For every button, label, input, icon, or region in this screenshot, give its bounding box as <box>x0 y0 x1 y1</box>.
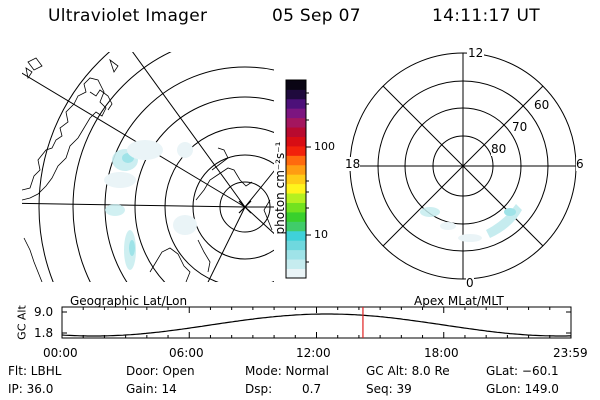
altitude-x-tick-1: 06:00 <box>169 346 204 360</box>
colorbar-cell <box>286 193 306 203</box>
ip-info: IP: 36.0 <box>8 382 54 396</box>
left-map-caption: Geographic Lat/Lon <box>70 294 188 308</box>
mlt-label-12: 12 <box>467 46 485 60</box>
mlat-label-70: 70 <box>512 120 528 134</box>
colorbar-cell <box>286 268 306 279</box>
altitude-x-ticks <box>61 307 572 338</box>
colorbar-cell <box>286 164 306 175</box>
altitude-y-bottom: 1.8 <box>34 326 54 340</box>
altitude-x-tick-4: 23:59 <box>553 346 588 360</box>
colorbar-cell <box>286 240 306 251</box>
dsp-label: Dsp: <box>245 382 273 396</box>
colorbar-tick-100: 100 <box>314 140 335 153</box>
filter-info: Flt: LBHL <box>8 364 62 378</box>
colorbar-cell <box>286 89 306 100</box>
mlt-diagonal-2 <box>382 85 544 247</box>
mlat-label-80: 80 <box>491 142 507 156</box>
colorbar-cell <box>286 108 306 119</box>
right-map-caption: Apex MLat/MLT <box>414 294 504 308</box>
instrument-title: Ultraviolet Imager <box>48 6 208 26</box>
seq-info: Seq: 39 <box>366 382 412 396</box>
colorbar-cell <box>286 80 306 90</box>
mode-info: Mode: Normal <box>245 364 329 378</box>
pole-marker <box>238 200 252 214</box>
colorbar-cell <box>286 183 306 194</box>
mlt-label-18: 18 <box>345 157 361 171</box>
door-info: Door: Open <box>126 364 195 378</box>
colorbar-cell <box>286 146 306 156</box>
colorbar-cell <box>286 155 306 166</box>
colorbar-cell <box>286 98 306 109</box>
mlt-label-0: 0 <box>466 276 474 290</box>
colorbar-cell <box>286 259 306 269</box>
colorbar-tick-10: 10 <box>314 228 328 241</box>
coastline <box>22 57 273 282</box>
colorbar-cell <box>286 202 306 213</box>
gain-info: Gain: 14 <box>126 382 177 396</box>
altitude-x-tick-0: 00:00 <box>43 346 78 360</box>
glon-info: GLon: 149.0 <box>486 382 559 396</box>
colorbar-cell <box>286 249 306 260</box>
altitude-x-tick-2: 12:00 <box>296 346 331 360</box>
aurora-emission-polar <box>420 204 522 242</box>
mlt-label-6: 6 <box>576 157 584 171</box>
colorbar-cell <box>286 212 306 222</box>
colorbar-cells <box>286 80 306 279</box>
date-label: 05 Sep 07 <box>272 6 361 26</box>
colorbar-cell <box>286 221 306 232</box>
colorbar-ticks <box>306 92 311 263</box>
colorbar-cell <box>286 117 306 128</box>
gc-alt-info: GC Alt: 8.0 Re <box>366 364 450 378</box>
mlat-label-60: 60 <box>534 98 550 112</box>
altitude-axis-label: GC Alt <box>15 305 29 340</box>
colorbar-cell <box>286 136 306 147</box>
altitude-x-tick-3: 18:00 <box>424 346 459 360</box>
colorbar-cell <box>286 127 306 137</box>
colorbar-cell <box>286 230 306 241</box>
altitude-y-top: 9.0 <box>34 305 54 319</box>
time-label: 14:11:17 UT <box>432 6 540 26</box>
altitude-y-ticks <box>62 311 571 334</box>
dsp-value: 0.7 <box>302 382 322 396</box>
meridian-lines <box>22 52 274 282</box>
colorbar-cell <box>286 174 306 185</box>
altitude-orbit-curve <box>61 313 571 337</box>
glat-info: GLat: −60.1 <box>486 364 559 378</box>
aurora-emission-geo <box>104 140 197 270</box>
